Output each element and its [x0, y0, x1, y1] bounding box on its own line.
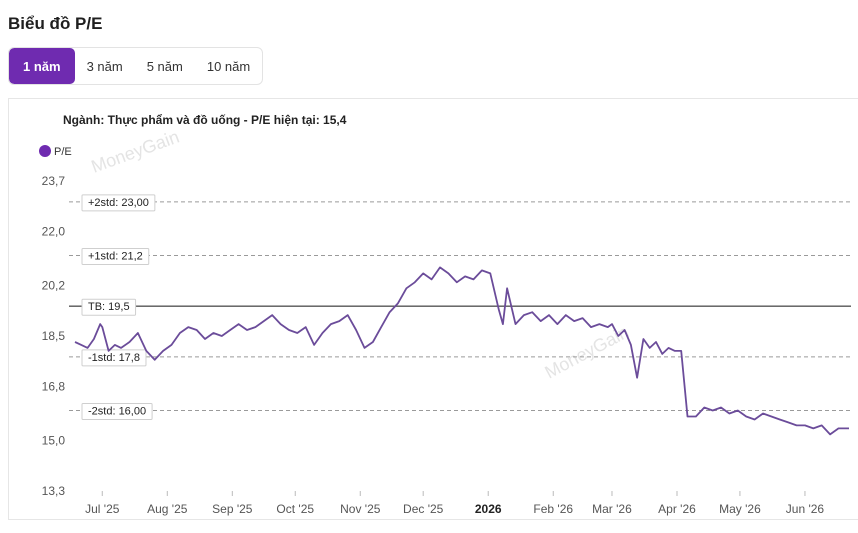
x-tick-label: Oct '25 — [276, 502, 314, 516]
y-tick-label: 16,8 — [42, 380, 66, 394]
std-band-label-box — [81, 248, 150, 266]
std-band-label-text: TB: 19,5 — [88, 301, 130, 313]
x-tick-label: May '26 — [719, 502, 761, 516]
watermark-bottom: MoneyGain — [541, 322, 632, 383]
chart-subtitle: Ngành: Thực phẩm và đồ uống - P/E hiện t… — [63, 113, 347, 127]
legend-pe-label[interactable]: P/E — [54, 146, 72, 158]
std-band-label: +1std: 21,2 — [81, 248, 150, 266]
y-tick-label: 20,2 — [42, 278, 66, 292]
y-tick-label: 18,5 — [42, 329, 66, 343]
pe-chart-card: MoneyGain MoneyGain Ngành: Thực phẩm và … — [8, 98, 858, 520]
tab-5-years[interactable]: 5 năm — [146, 58, 183, 74]
watermark-top: MoneyGain — [89, 126, 182, 176]
tab-3-years[interactable]: 3 năm — [86, 58, 123, 74]
std-band-label-box — [81, 194, 156, 212]
x-tick-label: Dec '25 — [403, 502, 444, 516]
std-band-label: TB: 19,5 — [81, 298, 137, 316]
std-band-label-box — [81, 349, 147, 367]
std-band-label-text: +2std: 23,00 — [88, 197, 149, 209]
x-tick-label: Nov '25 — [340, 502, 381, 516]
pe-line[interactable] — [74, 266, 849, 436]
x-tick-label: Aug '25 — [147, 502, 188, 516]
std-band-label-text: -2std: 16,00 — [88, 406, 146, 418]
page-title: Biểu đồ P/E — [8, 14, 103, 33]
x-tick-label: Jul '25 — [85, 502, 120, 516]
x-tick-label: Sep '25 — [212, 502, 253, 516]
tab-1-year[interactable]: 1 năm — [9, 48, 75, 84]
y-tick-label: 23,7 — [42, 174, 66, 188]
std-band-label: -2std: 16,00 — [81, 403, 153, 421]
y-tick-label: 22,0 — [42, 225, 66, 239]
x-axis: Jul '25 Aug '25 Sep '25 Oct '25 Nov '25 Dec '… — [85, 491, 824, 516]
std-bands: +2std: 23,00 +1std: 21,2 TB: 19,5 -1std: 17… — [69, 194, 851, 421]
std-band-label-text: -1std: 17,8 — [88, 352, 140, 364]
std-band-label-box — [81, 298, 137, 316]
y-tick-label: 15,0 — [42, 433, 66, 447]
std-band-label: -1std: 17,8 — [81, 349, 147, 367]
x-tick-label: Mar '26 — [592, 502, 632, 516]
std-band-label: +2std: 23,00 — [81, 194, 156, 212]
x-tick-label: Feb '26 — [533, 502, 573, 516]
x-tick-label: 2026 — [475, 502, 502, 516]
period-tabs: 1 năm 3 năm 5 năm 10 năm — [8, 47, 264, 85]
legend-pe-marker[interactable] — [39, 145, 51, 157]
tab-10-years[interactable]: 10 năm — [206, 58, 251, 74]
x-tick-label: Apr '26 — [658, 502, 696, 516]
y-tick-label: 13,3 — [42, 484, 66, 498]
y-axis: 23,7 22,0 20,2 18,5 16,8 15,0 13,3 — [42, 174, 66, 498]
std-band-label-text: +1std: 21,2 — [88, 251, 143, 263]
x-tick-label: Jun '26 — [786, 502, 825, 516]
pe-series — [74, 266, 849, 436]
pe-chart[interactable]: MoneyGain MoneyGain Ngành: Thực phẩm và … — [9, 99, 858, 519]
std-band-label-box — [81, 403, 153, 421]
